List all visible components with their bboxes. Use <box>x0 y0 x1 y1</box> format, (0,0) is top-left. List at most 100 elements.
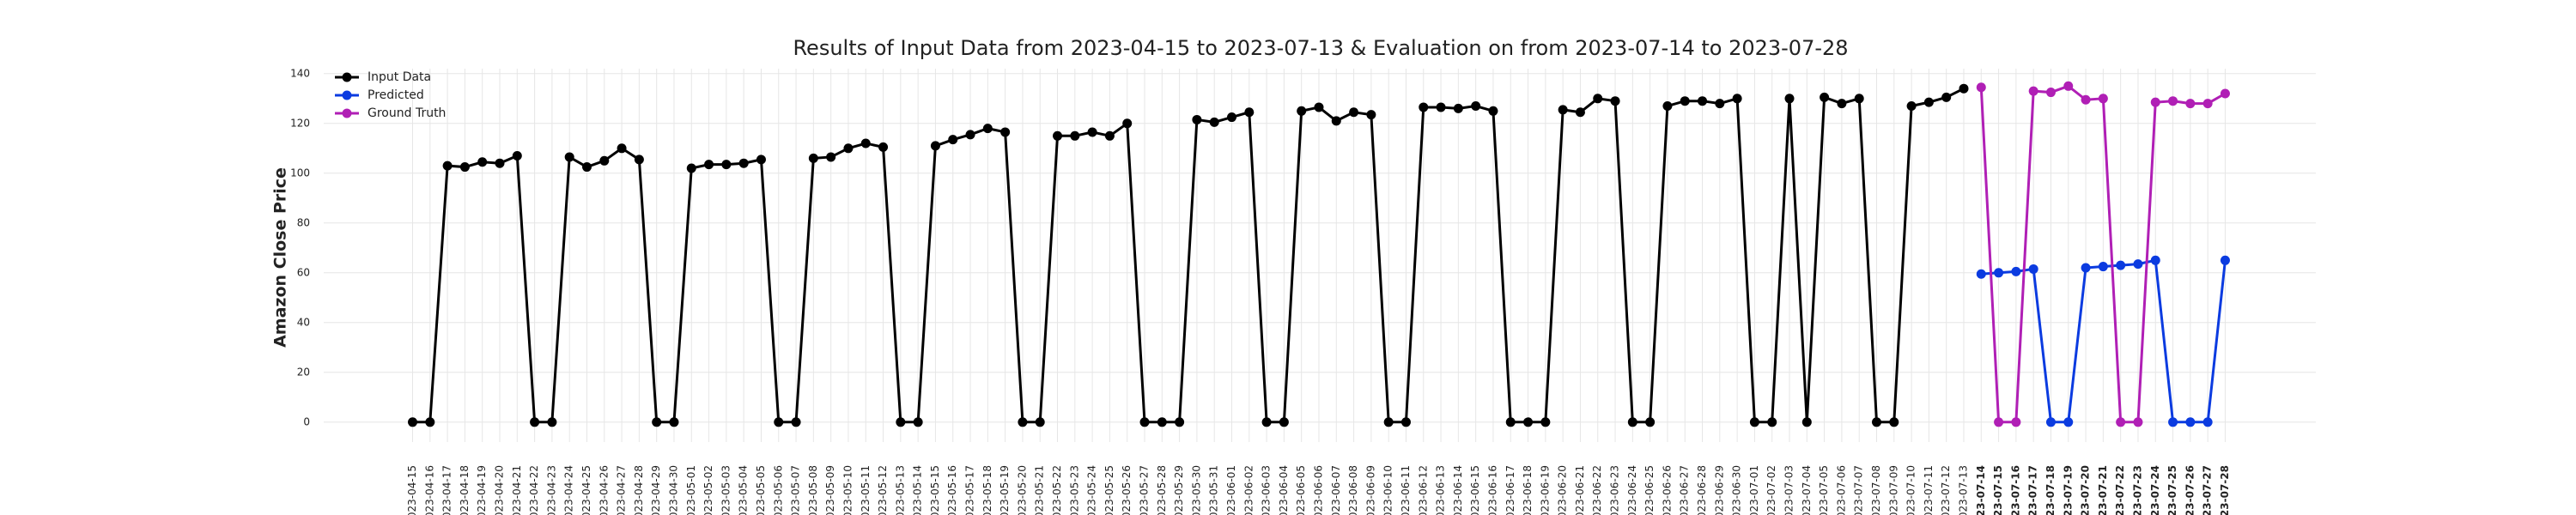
data-point <box>599 155 610 166</box>
x-tick-label: 2023-06-24 <box>1626 465 1638 515</box>
data-point <box>860 138 871 148</box>
x-tick-label: 2023-06-19 <box>1539 465 1551 515</box>
data-point <box>1349 107 1359 118</box>
x-tick-label: 2023-07-02 <box>1765 465 1777 515</box>
y-tick-label: 40 <box>297 316 310 328</box>
x-tick-label: 2023-04-26 <box>598 465 610 515</box>
data-point <box>1192 114 1202 124</box>
data-point <box>1400 417 1411 427</box>
x-tick-label: 2023-06-29 <box>1713 465 1725 515</box>
legend-marker <box>342 108 352 118</box>
data-point <box>826 152 836 162</box>
x-tick-label: 2023-07-18 <box>2044 465 2057 515</box>
x-tick-label: 2023-06-21 <box>1574 465 1586 515</box>
data-point <box>1976 82 1986 93</box>
data-point <box>495 158 505 168</box>
legend-label: Input Data <box>368 70 431 84</box>
data-point <box>738 158 749 168</box>
x-tick-label: 2023-07-28 <box>2219 465 2231 515</box>
data-point <box>1018 417 1028 427</box>
data-point <box>878 142 889 152</box>
data-point <box>1680 96 1690 106</box>
x-tick-label: 2023-06-11 <box>1400 465 1412 515</box>
data-point <box>1610 96 1620 106</box>
x-tick-label: 2023-06-17 <box>1504 465 1516 515</box>
data-point <box>1767 417 1777 427</box>
legend-label: Predicted <box>368 88 424 102</box>
data-point <box>1000 127 1011 137</box>
data-point <box>2116 417 2126 427</box>
data-point <box>1575 107 1585 118</box>
data-point <box>1244 107 1255 118</box>
x-tick-label: 2023-07-05 <box>1818 465 1830 515</box>
x-tick-label: 2023-05-19 <box>999 465 1011 515</box>
data-point <box>1994 417 2004 427</box>
data-point <box>1959 83 1969 94</box>
x-tick-label: 2023-07-07 <box>1853 465 1865 515</box>
data-point <box>1698 96 1708 106</box>
x-tick-label: 2023-05-08 <box>807 465 819 515</box>
data-point <box>791 417 801 427</box>
x-tick-label: 2023-07-20 <box>2080 465 2092 515</box>
data-point <box>2202 417 2213 427</box>
x-tick-label: 2023-07-09 <box>1887 465 1899 515</box>
data-point <box>1175 417 1185 427</box>
data-point <box>617 143 627 154</box>
x-tick-label: 2023-05-23 <box>1068 465 1080 515</box>
data-point <box>1540 417 1551 427</box>
x-tick-label: 2023-06-25 <box>1643 465 1656 515</box>
x-tick-label: 2023-06-08 <box>1347 465 1359 515</box>
x-tick-label: 2023-06-06 <box>1312 465 1324 515</box>
data-point <box>2045 88 2056 98</box>
x-tick-label: 2023-04-18 <box>459 465 471 515</box>
x-tick-label: 2023-06-28 <box>1696 465 1708 515</box>
x-tick-label: 2023-07-17 <box>2027 465 2039 515</box>
data-point <box>1157 417 1167 427</box>
data-point <box>564 152 574 162</box>
data-point <box>756 154 766 165</box>
x-tick-label: 2023-05-11 <box>860 465 872 515</box>
data-point <box>1261 417 1272 427</box>
x-tick-label: 2023-07-12 <box>1940 465 1952 515</box>
x-tick-label: 2023-06-09 <box>1364 465 1376 515</box>
data-point <box>1087 127 1097 137</box>
x-tick-label: 2023-05-04 <box>738 465 750 515</box>
x-tick-label: 2023-07-15 <box>1992 465 2004 515</box>
x-tick-label: 2023-07-25 <box>2166 465 2178 515</box>
x-tick-label: 2023-06-18 <box>1522 465 1534 515</box>
y-tick-label: 100 <box>290 167 310 179</box>
x-tick-label: 2023-04-30 <box>667 465 679 515</box>
x-tick-label: 2023-05-02 <box>702 465 714 515</box>
data-point <box>2045 417 2056 427</box>
data-point <box>408 417 418 427</box>
data-point <box>1035 417 1045 427</box>
x-tick-label: 2023-05-25 <box>1103 465 1115 515</box>
data-point <box>581 162 592 173</box>
x-tick-label: 2023-06-23 <box>1609 465 1621 515</box>
data-point <box>2168 96 2178 106</box>
data-point <box>2150 255 2160 265</box>
x-tick-label: 2023-06-26 <box>1661 465 1673 515</box>
x-tick-label: 2023-04-19 <box>476 465 488 515</box>
data-point <box>669 417 679 427</box>
data-point <box>1523 417 1534 427</box>
data-point <box>2063 417 2074 427</box>
data-point <box>930 141 940 151</box>
x-tick-label: 2023-05-01 <box>685 465 697 515</box>
data-point <box>1314 102 1324 112</box>
data-point <box>1837 99 1847 109</box>
chart-title: Results of Input Data from 2023-04-15 to… <box>793 36 1848 60</box>
x-tick-label: 2023-05-07 <box>790 465 802 515</box>
data-point <box>913 417 923 427</box>
data-point <box>1122 118 1133 129</box>
x-tick-label: 2023-05-10 <box>841 465 854 515</box>
x-tick-label: 2023-07-24 <box>2149 465 2161 515</box>
data-point <box>1383 417 1394 427</box>
data-point <box>1209 117 1219 127</box>
x-tick-label: 2023-04-28 <box>633 465 645 515</box>
y-axis-label: Amazon Close Price <box>271 167 290 348</box>
data-point <box>948 135 958 145</box>
data-point <box>896 417 906 427</box>
data-point <box>1297 106 1307 116</box>
